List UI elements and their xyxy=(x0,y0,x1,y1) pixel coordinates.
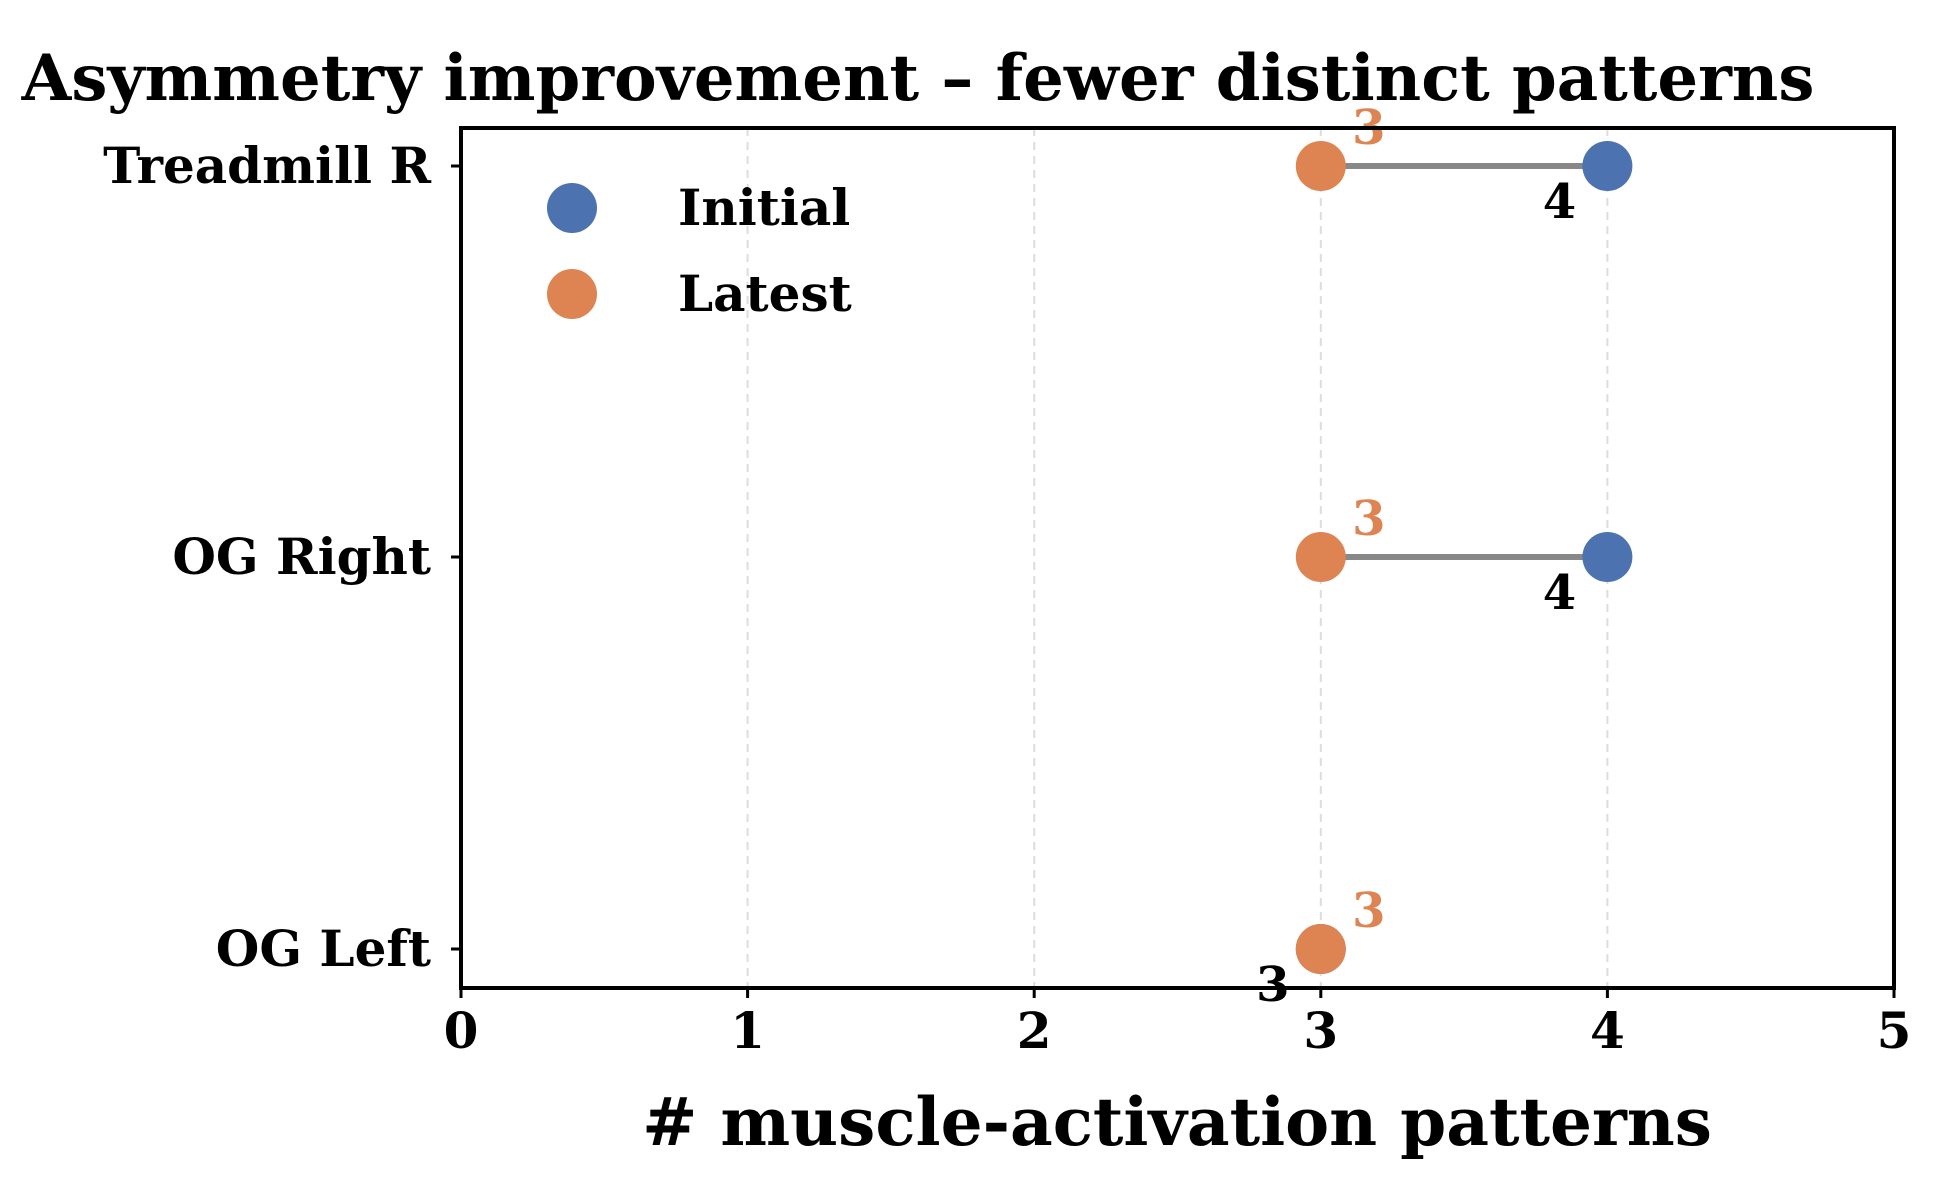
legend-marker xyxy=(547,269,597,319)
x-gridlines xyxy=(746,128,1609,988)
connectors xyxy=(1320,163,1608,560)
x-tick-label: 0 xyxy=(444,1001,479,1060)
initial-value-label: 4 xyxy=(1543,565,1576,621)
plot-frame xyxy=(459,126,1896,990)
y-tick-label: OG Right xyxy=(172,527,431,586)
x-axis-label: # muscle-activation patterns xyxy=(642,1083,1712,1161)
y-tick-label: OG Left xyxy=(216,919,431,978)
x-tick-label: 3 xyxy=(1303,1001,1338,1060)
initial-value-label: 3 xyxy=(1256,957,1289,1013)
initial-value-label: 4 xyxy=(1543,174,1576,230)
legend-label: Initial xyxy=(678,178,850,237)
x-tick-label: 1 xyxy=(730,1001,765,1060)
initial-point xyxy=(1582,532,1633,582)
latest-point xyxy=(1295,141,1346,191)
x-tick-label: 5 xyxy=(1877,1001,1912,1060)
y-axis: Treadmill R OG Right OG Left xyxy=(103,136,461,978)
x-tick-label: 4 xyxy=(1590,1001,1625,1060)
latest-value-label: 3 xyxy=(1352,491,1385,547)
y-tick-label: Treadmill R xyxy=(103,136,431,195)
initial-point xyxy=(1582,141,1633,191)
legend-marker xyxy=(547,183,597,233)
x-axis: 0 1 2 3 4 5 xyxy=(444,988,1912,1060)
latest-point xyxy=(1295,924,1346,974)
data-points xyxy=(1295,141,1633,974)
legend-label: Latest xyxy=(678,264,852,323)
legend: Initial Latest xyxy=(547,178,852,323)
x-tick-label: 2 xyxy=(1017,1001,1052,1060)
chart-title: Asymmetry improvement – fewer distinct p… xyxy=(21,41,1815,116)
latest-value-label: 3 xyxy=(1352,883,1385,939)
latest-point xyxy=(1295,532,1346,582)
